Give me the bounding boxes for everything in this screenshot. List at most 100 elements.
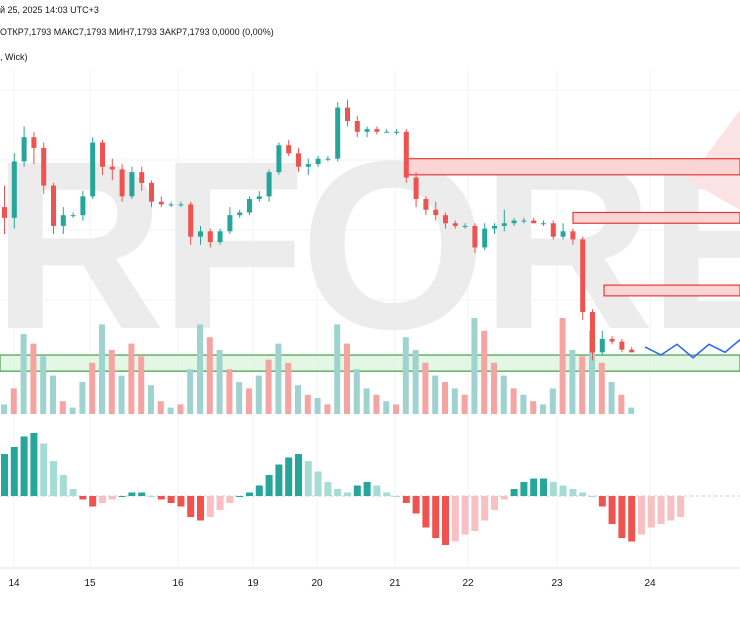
oscillator-bar [324, 482, 332, 496]
oscillator-bar [569, 489, 577, 496]
oscillator-bar [255, 485, 263, 496]
oscillator-bar [481, 496, 489, 521]
volume-bar [69, 407, 76, 414]
volume-bar [491, 362, 497, 414]
candle-body [364, 129, 370, 132]
oscillator-bar [138, 492, 146, 496]
candle-body [550, 223, 556, 237]
oscillator-bar [285, 457, 293, 496]
candle-body [433, 209, 439, 216]
oscillator-bar [383, 492, 391, 496]
projection-path [644, 338, 740, 359]
candle-body [296, 153, 301, 167]
oscillator-bar [598, 496, 606, 507]
volume-bar [187, 369, 194, 414]
oscillator-bar [59, 475, 67, 496]
oscillator-bar [108, 496, 116, 500]
time-tick-label: 22 [462, 578, 474, 589]
volume-bar [197, 324, 203, 414]
time-tick-label: 14 [8, 578, 20, 589]
candle-body [354, 121, 360, 132]
volume-bar [206, 337, 213, 414]
candle-body [207, 231, 213, 243]
oscillator-bar [226, 496, 234, 503]
candle-body [452, 223, 458, 226]
candle-body [443, 215, 448, 224]
time-tick-label: 23 [551, 578, 563, 589]
candle-body [403, 131, 409, 178]
time-tick-label: 21 [389, 578, 401, 589]
candle-series [2, 99, 635, 361]
candle-body [599, 338, 605, 353]
candle-body [345, 107, 350, 122]
volume-bar [598, 362, 605, 414]
candle-body [198, 231, 203, 237]
oscillator-bar [50, 461, 57, 496]
oscillator-bar [246, 492, 253, 496]
volume-bar [353, 369, 360, 414]
volume-bar [530, 401, 537, 414]
volume-bar [500, 375, 507, 414]
candle-body [41, 147, 47, 186]
candle-body [129, 172, 135, 197]
volume-bar [177, 404, 184, 414]
candle-body [266, 172, 272, 197]
volume-bar [265, 359, 272, 414]
volume-bar [579, 356, 586, 414]
time-tick-label: 16 [172, 578, 184, 589]
oscillator-bar [402, 496, 410, 503]
oscillator-bar [10, 447, 18, 496]
volume-bar [540, 404, 546, 414]
candle-body [541, 223, 546, 225]
candle-body [178, 204, 184, 206]
volume-bar [40, 356, 47, 414]
oscillator-bar [118, 496, 126, 497]
price-zones [0, 158, 740, 372]
oscillator-bar [461, 496, 469, 535]
candle-body [227, 215, 233, 232]
candle-body [629, 349, 635, 353]
volume-bar [334, 324, 341, 414]
volume-bar [373, 394, 380, 414]
projection-line [644, 338, 740, 359]
volume-bar [167, 407, 174, 414]
candle-body [501, 223, 507, 226]
oscillator-bar [393, 496, 400, 497]
volume-bar [510, 388, 517, 414]
oscillator-bar [422, 496, 430, 528]
candle-body [511, 220, 517, 224]
time-tick-label: 15 [84, 578, 96, 589]
volume-bar [304, 394, 311, 414]
volume-bar [255, 375, 262, 414]
volume-bar [383, 401, 390, 414]
oscillator-bar [471, 496, 479, 531]
oscillator-bar [304, 461, 312, 496]
volume-bar [246, 388, 252, 414]
oscillator-bar [451, 496, 459, 542]
volume-bar [226, 369, 233, 414]
oscillator-bar [177, 496, 185, 507]
candle-body [100, 142, 105, 167]
volume-bar [589, 330, 595, 414]
volume-bar [314, 398, 321, 414]
candle-body [335, 107, 341, 159]
chart-header-ohlc: ОТКР7,1793 МАКС7,1793 МИН7,1793 ЗАКР7,17… [0, 27, 274, 37]
volume-bar [138, 356, 145, 414]
oscillator-bar [559, 485, 567, 496]
oscillator-bar [520, 482, 528, 496]
volume-bar [79, 382, 86, 414]
candle-body [482, 228, 488, 248]
oscillator-bar [344, 492, 351, 496]
oscillator-bar [206, 496, 214, 517]
volume-bar [412, 350, 419, 414]
resistance-zone [404, 158, 740, 176]
oscillator-bar [69, 489, 77, 496]
time-axis: 14 15 16 19 20 21 22 23 24 [8, 578, 656, 589]
resistance-zone [572, 211, 740, 224]
oscillator-bar [491, 496, 498, 510]
candle-body [119, 169, 125, 197]
oscillator-bar [314, 471, 322, 496]
oscillator-bar [510, 489, 518, 496]
oscillator-bar [579, 492, 587, 496]
